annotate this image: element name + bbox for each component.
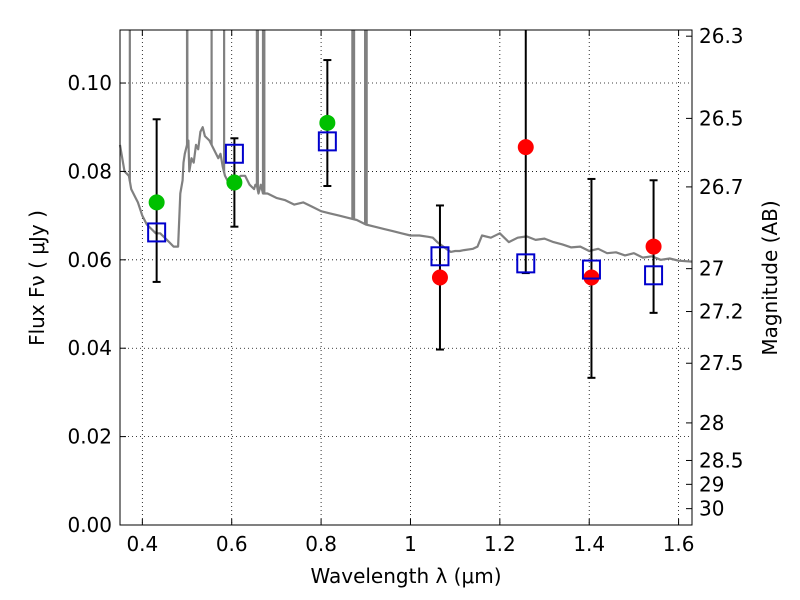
y-tick-label: 0.00 (67, 513, 112, 537)
model-point-square (430, 246, 450, 267)
model-point-square (317, 131, 337, 152)
mag-tick-label: 26.5 (699, 106, 744, 130)
x-tick-label: 1.6 (663, 532, 695, 556)
mag-tick-label: 27.5 (699, 351, 744, 375)
mag-tick-label: 27 (699, 257, 724, 281)
mag-tick-label: 29 (699, 472, 724, 496)
model-point-square (644, 265, 664, 286)
data-point-red (583, 269, 600, 286)
model-point-square (147, 222, 167, 243)
mag-tick-label: 27.2 (699, 300, 744, 324)
y-tick-label: 0.04 (67, 336, 112, 360)
plot-frame (119, 29, 693, 526)
x-axis-label: Wavelength λ (μm) (310, 564, 501, 588)
y-tick-label: 0.06 (67, 248, 112, 272)
model-point-square (224, 143, 244, 164)
data-point-red (645, 238, 662, 255)
mag-tick-label: 28 (699, 411, 724, 435)
data-point-green (148, 194, 165, 211)
grid-layer (120, 30, 692, 526)
mag-tick-label: 26.3 (699, 24, 744, 48)
mag-tick-label: 28.5 (699, 448, 744, 472)
model-point-square (581, 259, 601, 280)
model-spectrum-line (118, 126, 693, 263)
mag-tick-label: 26.7 (699, 175, 744, 199)
data-point-green (319, 114, 336, 131)
x-tick-label: 1.4 (573, 532, 605, 556)
mag-tick-label: 30 (699, 497, 724, 521)
x-tick-label: 0.4 (126, 532, 158, 556)
x-tick-label: 0.6 (216, 532, 248, 556)
errorbar-layer (152, 30, 658, 379)
data-point-green (226, 174, 243, 191)
model-point-square (516, 253, 536, 274)
y-tick-label: 0.02 (67, 425, 112, 449)
x-tick-label: 1.2 (484, 532, 516, 556)
x-tick-label: 1 (404, 532, 417, 556)
y-tick-label: 0.10 (67, 71, 112, 95)
tick-layer: 0.4 0.6 0.8 1 1.2 1.4 1.6 0.00 0.02 0.04 0.06 0.08 0… (67, 24, 743, 556)
y-tick-label: 0.08 (67, 159, 112, 183)
y2-axis-label: Magnitude (AB) (758, 200, 782, 355)
y-axis-label: Flux Fν ( μJy ) (25, 210, 49, 346)
data-point-red (431, 269, 448, 286)
spectrum-layer (118, 30, 693, 263)
x-tick-label: 0.8 (305, 532, 337, 556)
data-point-red (517, 139, 534, 156)
marker-layer (147, 114, 664, 286)
